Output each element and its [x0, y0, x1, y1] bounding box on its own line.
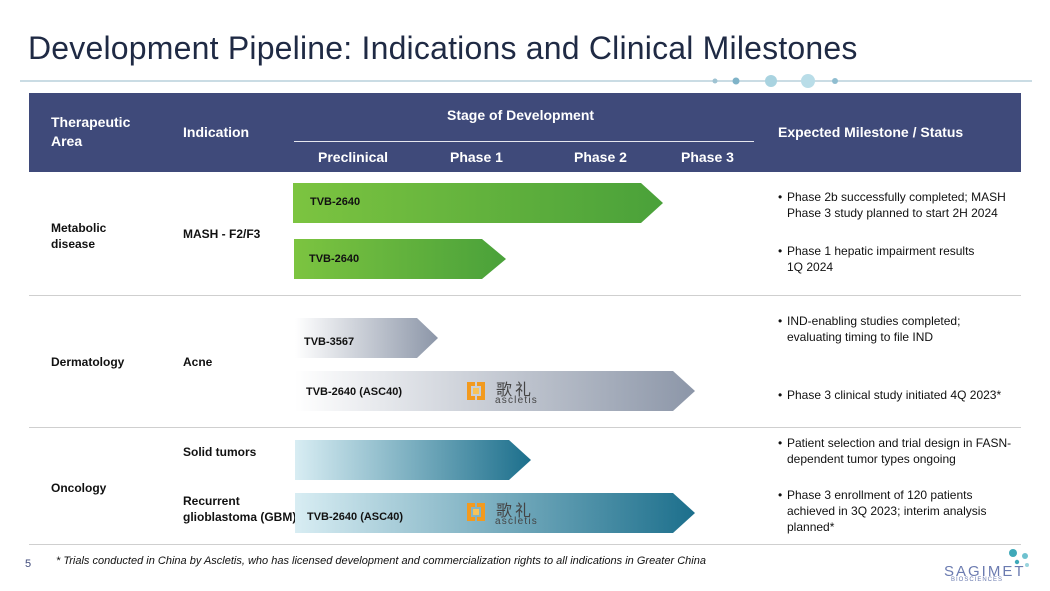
page-number: 5 — [25, 558, 32, 570]
milestone-text: • Phase 3 enrollment of 120 patients achi… — [778, 488, 987, 534]
header-milestone: Expected Milestone / Status — [778, 124, 964, 140]
pipeline-bar — [293, 183, 663, 223]
header-stage-underline — [294, 141, 754, 142]
program-label: TVB-2640 (ASC40) — [307, 511, 403, 523]
milestone-text: • Patient selection and trial design in F… — [778, 436, 1012, 466]
header-phase-1: Phase 1 — [450, 149, 503, 165]
pipeline-bar — [295, 493, 695, 533]
ascletis-emblem-icon — [467, 503, 485, 521]
area-oncology: Oncology — [51, 481, 107, 495]
row-separator — [29, 544, 1021, 545]
indication-solid-tumors: Solid tumors — [183, 445, 257, 459]
header-phase-preclinical: Preclinical — [318, 149, 389, 165]
pipeline-bar — [294, 239, 506, 279]
pipeline-bar — [295, 371, 695, 411]
header-phase-3: Phase 3 — [681, 149, 734, 165]
header-indication: Indication — [183, 124, 250, 140]
brand-dots-icon — [1009, 549, 1029, 567]
pipeline-bar — [295, 440, 531, 480]
indication-gbm: Recurrent glioblastoma (GBM) — [183, 494, 297, 524]
ascletis-logo: 歌礼 ascletis — [463, 378, 553, 408]
milestone-text: • IND-enabling studies completed; evaluat… — [778, 314, 961, 344]
ascletis-emblem-icon — [467, 382, 485, 400]
program-label: TVB-2640 — [310, 196, 361, 208]
pipeline-bar — [295, 318, 438, 358]
page-title: Development Pipeline: Indications and Cl… — [28, 30, 858, 66]
program-label: TVB-2640 — [309, 253, 360, 265]
table-header: Therapeutic Area Indication Stage of Dev… — [29, 93, 1021, 172]
area-metabolic: Metabolic disease — [51, 221, 107, 251]
brand-subtitle: BIOSCIENCES — [951, 577, 1004, 583]
row-separator — [29, 295, 1021, 296]
indication-acne: Acne — [183, 355, 213, 369]
indication-mash: MASH - F2/F3 — [183, 227, 261, 241]
footnote: * Trials conducted in China by Ascletis,… — [56, 555, 706, 567]
header-therapeutic-area: Therapeutic Area — [51, 114, 131, 149]
row-separator — [29, 427, 1021, 428]
title-divider — [20, 74, 1032, 88]
milestone-text: • Phase 3 clinical study initiated 4Q 202… — [778, 388, 1002, 402]
ascletis-logo: 歌礼 ascletis — [463, 499, 553, 529]
header-phase-2: Phase 2 — [574, 149, 627, 165]
header-stage: Stage of Development — [447, 107, 595, 123]
area-dermatology: Dermatology — [51, 355, 125, 369]
program-label: TVB-3567 — [304, 336, 355, 348]
brand-logo: SAGIMET — [944, 563, 1026, 580]
program-label: TVB-2640 (ASC40) — [306, 386, 402, 398]
milestone-text: • Phase 2b successfully completed; MASH P… — [778, 190, 1006, 220]
milestone-text: • Phase 1 hepatic impairment results 1Q 2… — [778, 244, 975, 274]
